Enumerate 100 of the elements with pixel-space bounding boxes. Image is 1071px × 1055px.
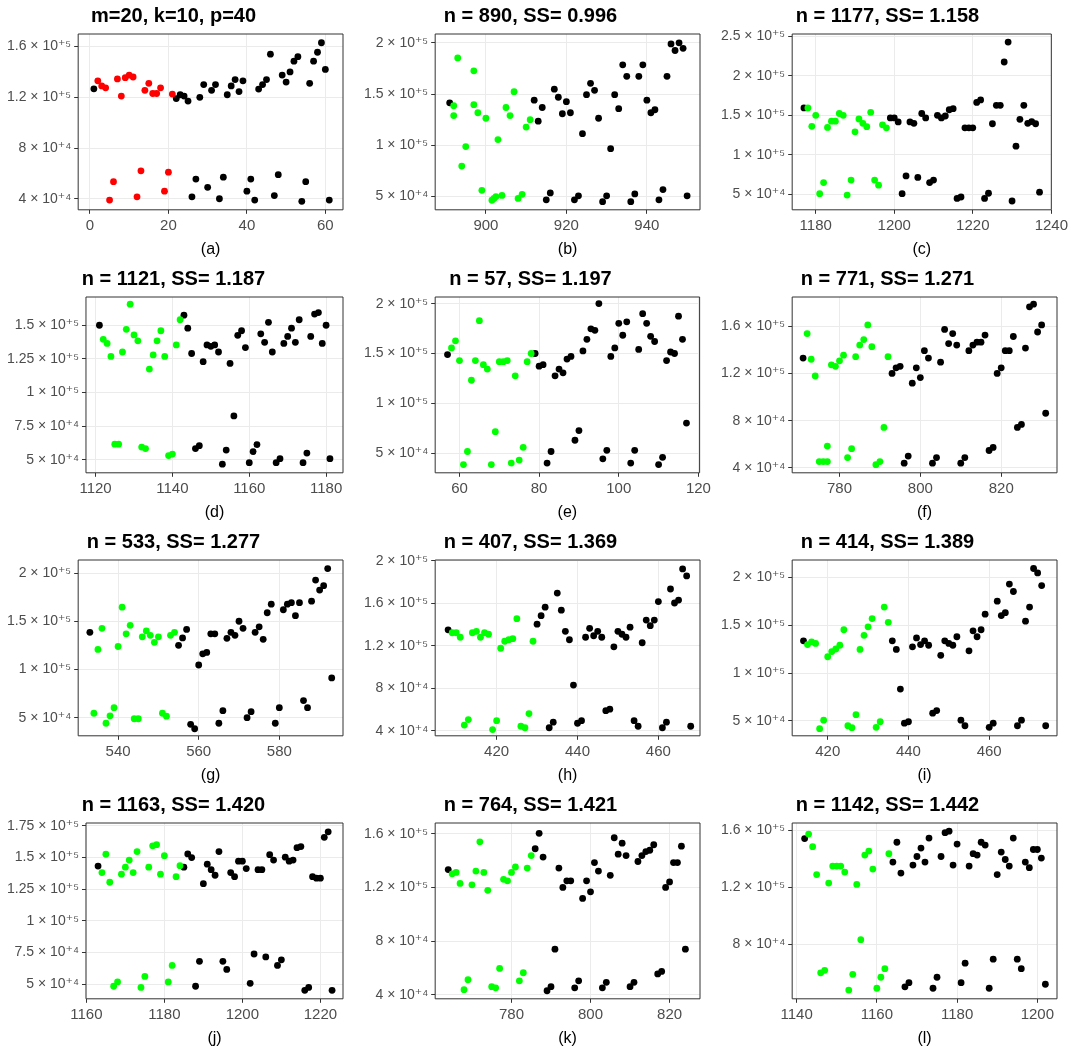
point	[675, 596, 682, 604]
point	[1042, 722, 1050, 730]
point	[271, 719, 279, 727]
point	[153, 337, 161, 345]
x-tick-label: 1180	[309, 478, 343, 496]
point	[454, 54, 462, 62]
point	[200, 81, 208, 89]
point	[1017, 965, 1025, 973]
point	[188, 350, 196, 357]
y-tick-label: 5 × 10⁺⁴	[375, 443, 429, 460]
point	[1042, 409, 1050, 417]
point	[211, 871, 219, 879]
point	[474, 109, 482, 117]
x-axis-title: (g)	[200, 765, 221, 783]
point	[981, 331, 989, 339]
point	[905, 979, 913, 987]
point	[659, 724, 666, 732]
point	[900, 459, 908, 467]
point	[523, 358, 531, 366]
point	[824, 653, 832, 661]
point	[905, 718, 912, 726]
point	[883, 124, 890, 132]
point	[247, 708, 255, 716]
point	[893, 838, 901, 846]
point	[509, 635, 517, 643]
point	[933, 973, 941, 981]
point	[115, 440, 123, 448]
point	[912, 364, 920, 372]
point	[957, 979, 965, 987]
point	[977, 626, 985, 634]
point	[476, 838, 484, 846]
point	[279, 606, 287, 614]
point	[90, 85, 98, 93]
point	[579, 895, 587, 902]
point	[997, 364, 1005, 372]
point	[638, 852, 646, 860]
point	[598, 984, 606, 992]
point	[965, 862, 973, 870]
point	[288, 599, 295, 607]
point	[326, 455, 334, 463]
point	[94, 862, 102, 870]
point	[646, 846, 654, 854]
point	[146, 631, 154, 639]
point	[125, 856, 133, 864]
point	[941, 112, 949, 120]
point	[227, 869, 235, 877]
point	[497, 644, 505, 652]
point	[993, 597, 1001, 605]
y-tick-label: 2.5 × 10⁺⁵	[721, 27, 786, 44]
point	[521, 724, 529, 732]
point	[137, 167, 145, 175]
point	[513, 615, 521, 623]
x-tick-label: 1220	[303, 1004, 338, 1022]
point	[575, 977, 583, 985]
point	[675, 39, 683, 47]
point	[238, 327, 245, 335]
point	[304, 704, 311, 712]
point	[873, 984, 881, 992]
point	[160, 852, 168, 860]
point	[102, 850, 110, 858]
point	[667, 40, 675, 48]
point	[549, 718, 557, 726]
x-tick-label: 1160	[70, 1004, 103, 1022]
point	[303, 449, 311, 457]
point	[941, 326, 948, 333]
point	[286, 68, 294, 76]
x-tick-label: 1220	[956, 215, 990, 233]
point	[219, 957, 227, 965]
point	[860, 336, 868, 343]
point	[845, 986, 853, 994]
y-tick-label: 1.6 × 10⁺⁵	[721, 821, 786, 838]
point	[118, 603, 126, 611]
point	[456, 633, 464, 641]
point	[96, 321, 103, 329]
y-tick-label: 1.5 × 10⁺⁵	[14, 316, 79, 333]
point	[823, 442, 831, 450]
y-tick-label: 2 × 10⁺⁵	[375, 551, 429, 568]
point	[468, 376, 475, 384]
point	[876, 458, 884, 465]
x-tick-label: 1180	[148, 1004, 181, 1022]
point	[328, 986, 336, 994]
point	[627, 459, 635, 467]
x-tick-label: 440	[895, 741, 921, 759]
point	[551, 372, 559, 380]
point	[852, 353, 860, 361]
point	[126, 300, 134, 308]
point	[671, 47, 679, 54]
point	[591, 326, 599, 334]
point	[1037, 854, 1045, 862]
point	[1018, 716, 1025, 724]
point	[270, 856, 277, 864]
point	[945, 340, 953, 347]
point	[1001, 609, 1009, 617]
point	[884, 353, 892, 361]
point	[575, 192, 582, 200]
point	[557, 606, 565, 614]
point	[297, 843, 305, 850]
point	[266, 851, 274, 859]
y-tick-label: 1.75 × 10⁺⁵	[7, 816, 79, 833]
y-tick-label: 5 × 10⁺⁴	[18, 708, 72, 725]
